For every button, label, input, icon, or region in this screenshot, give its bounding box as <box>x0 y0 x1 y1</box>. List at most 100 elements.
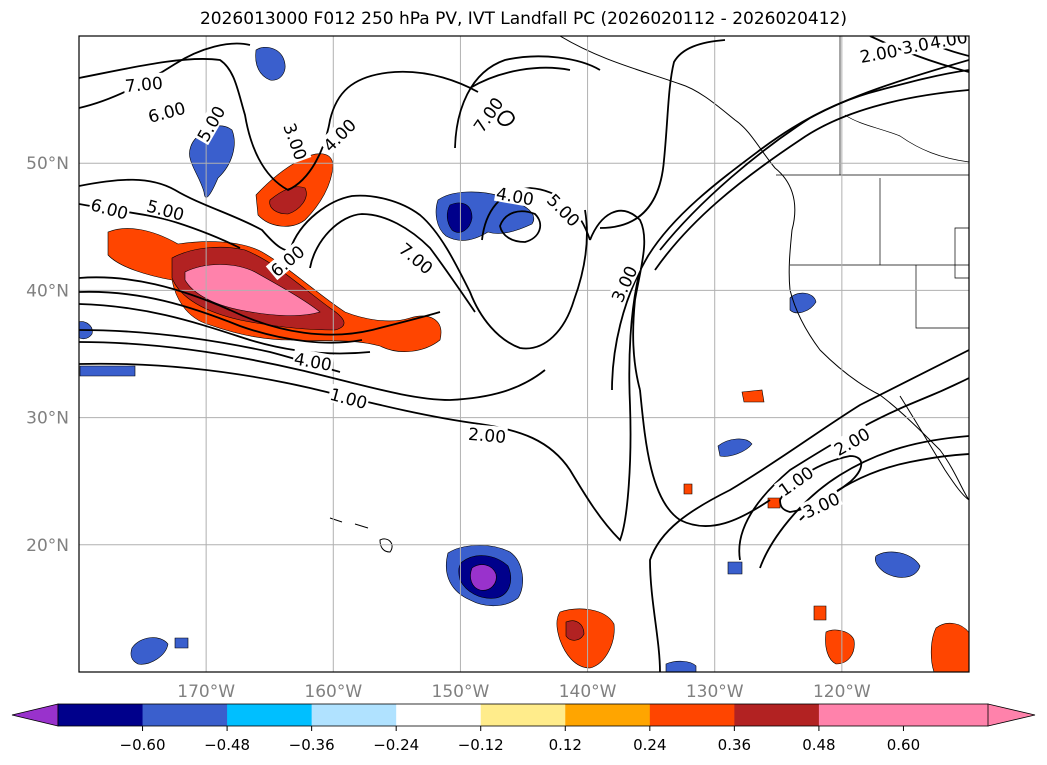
pv-positive-region <box>767 497 781 509</box>
contour-line <box>639 389 771 527</box>
coastlines <box>329 36 969 553</box>
colorbar-tick-label: −0.24 <box>373 736 419 754</box>
pv-negative-region <box>874 551 921 578</box>
contour-line <box>599 39 726 229</box>
colorbar-segment <box>649 704 735 726</box>
contour-label: 4.00 <box>318 114 361 156</box>
longitude-label: 150°W <box>432 682 490 702</box>
contour-label-text: 2.00 <box>859 42 900 68</box>
contour-label-text: 6.00 <box>88 195 130 224</box>
contour-label-text: 3.00 <box>801 489 844 523</box>
pv-positive-core <box>269 186 307 215</box>
colorbar-segment <box>311 704 397 726</box>
colorbar-tick-label: −0.60 <box>120 736 166 754</box>
colorbar-segment <box>396 704 482 726</box>
latitude-label: 20°N <box>26 536 69 556</box>
contour-line <box>289 194 588 350</box>
contour-line <box>869 36 969 73</box>
longitude-label: 170°W <box>177 682 235 702</box>
contour-label: 7.00 <box>394 238 438 280</box>
contour-line <box>499 210 542 243</box>
contour-label: 3.00 <box>799 487 844 523</box>
colorbar-tick-label: 0.60 <box>887 736 920 754</box>
pv-positive-core <box>565 620 585 641</box>
ivt-contours <box>79 36 969 672</box>
state-borders <box>776 36 969 329</box>
contour-label: 2.00 <box>466 423 508 448</box>
colorbar-extend-min <box>11 703 59 727</box>
colorbar-tick-label: −0.36 <box>289 736 335 754</box>
pv-positive-region <box>930 622 969 672</box>
contour-label-text: 4.00 <box>928 28 969 54</box>
colorbar-segment <box>565 704 651 726</box>
contour-line <box>497 110 515 126</box>
contour-line <box>79 178 301 253</box>
contour-label-text: 2.00 <box>467 425 506 448</box>
colorbar-segment <box>227 704 313 726</box>
colorbar-tick-label: 0.12 <box>549 736 582 754</box>
contour-line <box>759 435 969 569</box>
pv-negative-region <box>79 365 136 377</box>
contour-label-text: 5.00 <box>542 191 583 232</box>
hawaii-islands <box>329 517 393 553</box>
longitude-label: 130°W <box>686 682 744 702</box>
pv-positive-region <box>741 389 765 403</box>
contour-label: 2.00 <box>857 40 900 68</box>
pv-negative-region <box>727 561 743 575</box>
contour-line <box>589 209 646 391</box>
latitude-label: 30°N <box>26 409 69 429</box>
longitude-labels: 170°W 160°W 150°W 140°W 130°W 120°W <box>177 682 871 702</box>
pv-negative-region <box>130 637 169 665</box>
contour-label: 6.00 <box>144 97 189 128</box>
contour-label-text: 5.00 <box>144 197 186 226</box>
map-title: 2026013000 F012 250 hPa PV, IVT Landfall… <box>199 9 847 29</box>
pv-negative-region <box>189 125 235 198</box>
colorbar-segment <box>903 704 989 726</box>
longitude-label: 140°W <box>559 682 617 702</box>
pv-negative-core <box>446 202 473 233</box>
map-frame <box>78 35 970 673</box>
pv-negative-max <box>470 564 497 591</box>
colorbar-tick-label: −0.48 <box>204 736 250 754</box>
pv-negative-region <box>174 637 189 649</box>
contour-line <box>611 69 969 391</box>
colorbar-frame <box>57 703 989 727</box>
colorbar-tick-label: 0.36 <box>718 736 751 754</box>
colorbar-segment <box>58 704 144 726</box>
latitude-labels: 50°N 40°N 30°N 20°N <box>26 154 69 556</box>
pv-positive-region <box>825 629 855 665</box>
colorbar-tick-label: 0.48 <box>802 736 835 754</box>
contour-label: 7.00 <box>123 72 165 97</box>
colorbar-tick-label: 0.24 <box>633 736 666 754</box>
contour-line <box>79 303 371 355</box>
contour-label-text: 3.00 <box>278 121 310 163</box>
contour-label: 4.00 <box>927 28 969 54</box>
contour-label-text: 4.00 <box>320 115 361 156</box>
colorbar-segment <box>734 704 820 726</box>
contour-line <box>79 276 441 336</box>
contour-line <box>79 341 546 401</box>
baja-coast <box>899 395 969 501</box>
contour-line <box>649 349 969 672</box>
contour-label: 4.00 <box>494 182 537 210</box>
colorbar-extend-max <box>987 703 1036 727</box>
contour-label: 6.00 <box>88 194 132 225</box>
contour-label: 5.00 <box>542 189 585 232</box>
contour-line <box>454 55 601 149</box>
latitude-label: 40°N <box>26 281 69 301</box>
contour-line <box>469 66 571 89</box>
pv-positive-region <box>813 605 827 621</box>
colorbar-segment <box>818 704 904 726</box>
contour-label-text: 7.00 <box>124 74 163 97</box>
pv-negative-region <box>717 438 753 457</box>
pv-negative-region <box>255 47 286 81</box>
contour-line <box>654 89 969 271</box>
contour-label: 4.00 <box>291 348 335 376</box>
contour-label-text: 6.00 <box>146 99 188 128</box>
colorbar: −0.60 −0.48 −0.36 −0.24 −0.12 0.12 0.24 0.36 0.4… <box>11 703 1036 754</box>
contour-label-text: 7.00 <box>394 240 436 280</box>
contour-label: 7.00 <box>468 92 508 137</box>
contour-line <box>738 377 969 561</box>
pv-negative-region <box>665 660 697 672</box>
colorbar-segment <box>480 704 566 726</box>
